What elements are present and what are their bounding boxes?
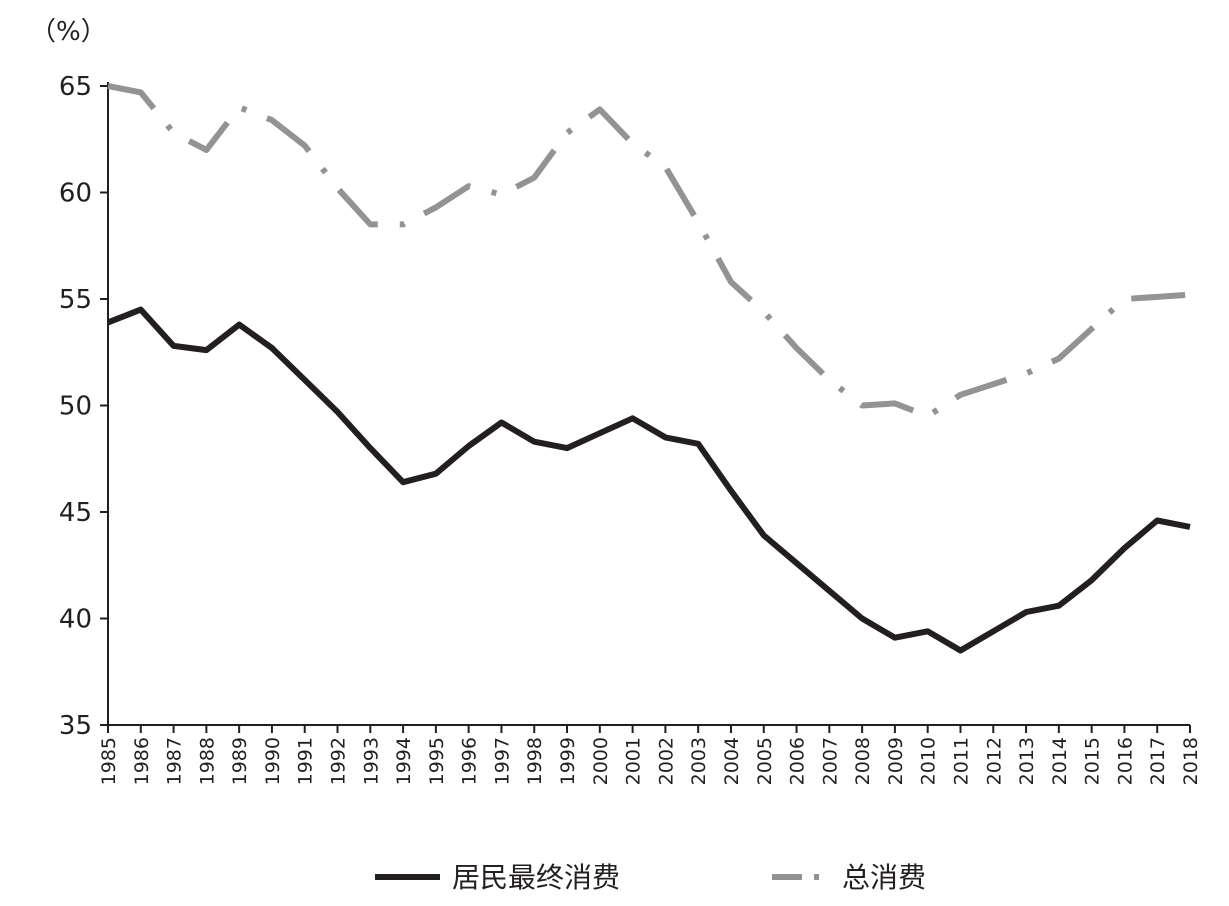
x-tick-label: 1992 [328, 737, 350, 785]
x-tick-label: 2008 [852, 737, 874, 785]
y-tick-label: 40 [59, 605, 92, 635]
x-tick-label: 1987 [164, 737, 186, 785]
x-tick-label: 2009 [885, 737, 907, 785]
x-tick-label: 1985 [98, 737, 120, 785]
x-tick-label: 2011 [950, 737, 972, 785]
x-tick-label: 1998 [524, 737, 546, 785]
x-tick-label: 1986 [131, 737, 153, 785]
x-tick-label: 2003 [688, 737, 710, 785]
x-tick-label: 2001 [623, 737, 645, 785]
x-tick-label: 2007 [819, 737, 841, 785]
legend-label-household-consumption: 居民最终消费 [452, 861, 620, 894]
x-tick-label: 1991 [295, 737, 317, 785]
y-axis-ticks: 35 40 45 50 55 60 65 [59, 72, 108, 741]
x-tick-label: 2012 [983, 737, 1005, 785]
y-tick-label: 60 [59, 179, 92, 209]
x-tick-label: 2010 [918, 737, 940, 785]
x-tick-label: 1990 [262, 737, 284, 785]
y-tick-label: 50 [59, 392, 92, 422]
y-unit-label: （%） [30, 17, 107, 47]
y-tick-label: 45 [59, 498, 92, 528]
legend: 居民最终消费 总消费 [375, 861, 926, 894]
x-tick-label: 1994 [393, 737, 415, 785]
x-tick-label: 1995 [426, 737, 448, 785]
x-tick-label: 2014 [1049, 737, 1071, 785]
axes [107, 82, 1190, 726]
x-tick-label: 2016 [1114, 737, 1136, 785]
x-tick-label: 2000 [590, 737, 612, 785]
x-axis-ticks: 1985 1986 1987 1988 1989 1990 1991 1992 1993 1994… [98, 725, 1202, 785]
x-tick-label: 2006 [787, 737, 809, 785]
x-tick-label: 1999 [557, 737, 579, 785]
x-tick-label: 2018 [1180, 737, 1202, 785]
series-layer [106, 83, 1191, 654]
x-tick-label: 2002 [655, 737, 677, 785]
x-tick-label: 1996 [459, 737, 481, 785]
x-tick-label: 2004 [721, 737, 743, 785]
y-tick-label: 35 [59, 711, 92, 741]
x-tick-label: 2017 [1147, 737, 1169, 785]
x-tick-label: 1989 [229, 737, 251, 785]
x-tick-label: 2013 [1016, 737, 1038, 785]
series-line-total-consumption [107, 83, 1191, 420]
x-tick-label: 1993 [360, 737, 382, 785]
legend-label-total-consumption: 总消费 [842, 861, 926, 894]
x-tick-label: 1997 [491, 737, 513, 785]
x-tick-label: 2015 [1082, 737, 1104, 785]
series-line-household-consumption [106, 306, 1191, 654]
x-tick-label: 1988 [196, 737, 218, 785]
y-tick-label: 55 [59, 285, 92, 315]
x-tick-label: 2005 [754, 737, 776, 785]
y-tick-label: 65 [59, 72, 92, 102]
